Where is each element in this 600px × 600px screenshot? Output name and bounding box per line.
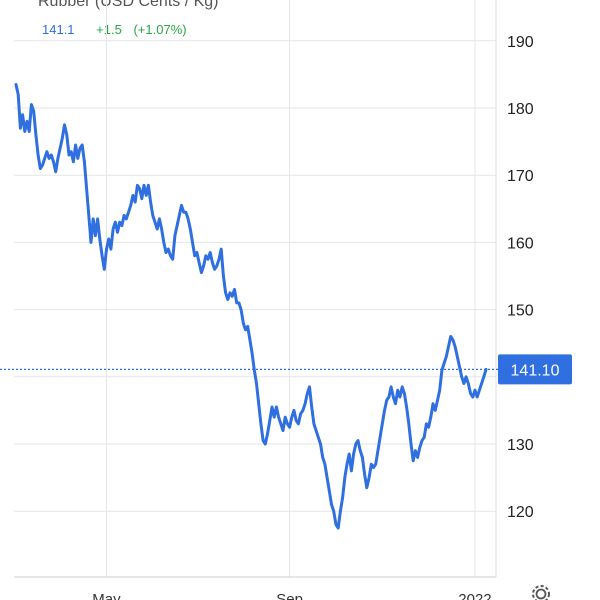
y-tick-label: 180: [507, 101, 534, 118]
gear-icon[interactable]: [532, 585, 550, 600]
y-gridlines: [14, 40, 496, 512]
x-tick-label: Sep: [276, 591, 303, 600]
last-price-box: 141.10: [498, 354, 572, 385]
last-price-box-bg: [498, 354, 572, 385]
x-tick-labels: May Sep 2022: [92, 591, 491, 600]
y-tick-labels: 120130140150160170180190: [507, 34, 534, 521]
chart-title: Rubber (USD Cents / Kg): [38, 0, 219, 10]
x-tick-label: 2022: [458, 591, 491, 600]
price-change: +1.5: [96, 22, 122, 37]
x-gridlines: [105, 0, 476, 577]
price-summary: 141.1 +1.5 (+1.07%): [42, 22, 187, 37]
y-tick-label: 130: [507, 437, 534, 454]
y-tick-label: 190: [507, 34, 534, 51]
last-price: 141.1: [42, 22, 75, 37]
x-tick-label: May: [92, 591, 121, 600]
y-tick-label: 150: [507, 303, 534, 320]
last-price-box-label: 141.10: [511, 362, 560, 379]
y-tick-label: 160: [507, 235, 534, 252]
series-line-rubber: [14, 83, 488, 530]
price-change-percent: (+1.07%): [133, 22, 187, 37]
y-tick-label: 170: [507, 168, 534, 185]
y-tick-label: 120: [507, 504, 534, 521]
